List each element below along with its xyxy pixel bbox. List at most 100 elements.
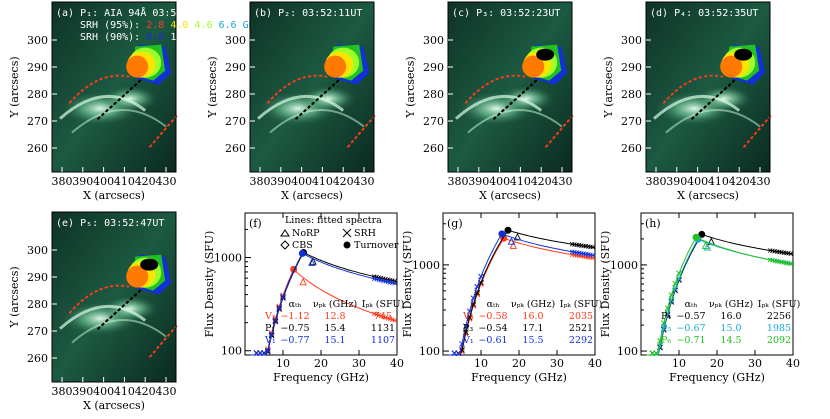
table-header: αₜₕ xyxy=(289,299,302,310)
x-tick-label: 400 xyxy=(291,175,312,188)
table-header: νₚₖ (GHz) xyxy=(313,299,357,310)
x-axis-label: X (arcsecs) xyxy=(83,399,145,412)
x-tick-label: 410 xyxy=(114,385,135,398)
row-peak-flux: 1985 xyxy=(767,323,791,334)
row-peak-frequency: 16.0 xyxy=(522,311,543,322)
row-peak-frequency: 12.8 xyxy=(324,311,345,322)
x-tick-label: 380 xyxy=(448,175,469,188)
y-axis-label: Flux Density (SFU) xyxy=(203,231,216,338)
black-dotted-line xyxy=(97,289,142,330)
x-tick-label: 430 xyxy=(552,175,573,188)
srh-cross xyxy=(280,293,286,300)
y-axis-label: Flux Density (SFU) xyxy=(401,231,414,338)
y-axis-label: Y (arcsecs) xyxy=(602,56,615,118)
row-peak-frequency: 15.4 xyxy=(324,323,345,334)
red-dotted-curve xyxy=(663,74,724,104)
legend-label: SRH xyxy=(354,228,376,239)
bright-loop xyxy=(467,108,563,134)
srh-contour-black xyxy=(734,48,753,61)
red-dotted-curve xyxy=(69,74,130,104)
row-peak-frequency: 15.1 xyxy=(324,335,345,346)
srh-cross xyxy=(466,308,473,315)
x-tick-label: 20 xyxy=(512,357,526,370)
y-tick-label: 290 xyxy=(27,271,48,284)
srh-cross xyxy=(264,347,271,354)
loop-glow xyxy=(100,84,161,113)
legend-cross-icon xyxy=(342,228,352,238)
row-label: V₃ xyxy=(462,311,474,322)
row-alpha: −0.77 xyxy=(280,335,309,346)
spectrum-panel-h: 10 20 30 40 100 1000 Frequency (GHz) Flux Densi… xyxy=(599,212,800,384)
norp-triangle xyxy=(513,232,522,241)
x-tick-label: 400 xyxy=(93,175,114,188)
panel-title: (b) P₂: 03:52:11UT xyxy=(254,8,362,19)
x-tick-label: 30 xyxy=(748,357,762,370)
row-label: P₆ xyxy=(661,335,671,346)
srh-cross xyxy=(474,283,481,290)
x-axis-label: Frequency (GHz) xyxy=(273,371,369,384)
red-dotted-curve xyxy=(743,113,773,148)
y-tick-label: 290 xyxy=(423,61,444,74)
panel-title: (d) P₄: 03:52:35UT xyxy=(650,8,758,19)
row-peak-flux: 745 xyxy=(374,311,392,322)
bright-loop xyxy=(59,304,147,330)
spectrum-panel-f: 10 20 30 40 100 1000 Frequency (GHz) Flux Densi… xyxy=(203,212,405,384)
y-tick-label: 280 xyxy=(621,88,642,101)
row-peak-flux: 2092 xyxy=(767,335,791,346)
turnover-point xyxy=(692,233,700,241)
y-tick-label: 270 xyxy=(27,325,48,338)
row-alpha: −0.54 xyxy=(478,323,507,334)
y-tick-label: 100 xyxy=(419,345,440,358)
row-alpha: −0.61 xyxy=(478,335,507,346)
table-header: Iₚₖ (SFU) xyxy=(362,299,405,310)
x-tick-label: 410 xyxy=(708,175,729,188)
x-tick-label: 390 xyxy=(468,175,489,188)
srh-cross xyxy=(653,350,660,357)
panel-title: (g) xyxy=(447,217,463,230)
y-tick-label: 280 xyxy=(27,298,48,311)
cbs-cross xyxy=(590,244,596,250)
x-axis-label: X (arcsecs) xyxy=(677,189,739,202)
row-alpha: −0.58 xyxy=(478,311,507,322)
y-axis-label: Y (arcsecs) xyxy=(8,266,21,328)
y-tick-label: 260 xyxy=(423,142,444,155)
x-tick-label: 410 xyxy=(510,175,531,188)
panel-frame xyxy=(51,211,177,383)
srh-cross xyxy=(668,292,675,298)
y-tick-label: 300 xyxy=(423,34,444,47)
x-tick-label: 40 xyxy=(390,357,404,370)
srh-cross xyxy=(657,338,663,344)
image-panel-a: 380 390 400 410 420 430 300 290 280 270 260 X (arcs… xyxy=(8,1,261,202)
y-tick-label: 260 xyxy=(27,142,48,155)
loop-glow xyxy=(298,84,359,113)
srh-cross xyxy=(455,350,462,357)
y-tick-label: 270 xyxy=(27,115,48,128)
y-tick-label: 280 xyxy=(225,88,246,101)
y-tick-label: 280 xyxy=(27,88,48,101)
cbs-cross xyxy=(392,280,398,286)
x-tick-label: 40 xyxy=(588,357,602,370)
y-tick-label: 300 xyxy=(621,34,642,47)
norp-triangle xyxy=(507,237,516,245)
black-dotted-line xyxy=(493,79,538,120)
turnover-point xyxy=(698,230,706,238)
table-header: αₜₕ xyxy=(487,299,500,310)
black-dotted-line xyxy=(295,79,340,120)
x-tick-label: 400 xyxy=(489,175,510,188)
x-axis-label: Frequency (GHz) xyxy=(669,371,765,384)
loop-glow xyxy=(694,84,755,113)
row-alpha: −0.67 xyxy=(676,323,705,334)
norp-triangle xyxy=(309,257,317,265)
loop-glow xyxy=(496,84,557,113)
x-tick-label: 420 xyxy=(333,175,354,188)
legend-dot-icon xyxy=(343,241,351,249)
bright-loop xyxy=(455,94,543,120)
y-tick-label: 1000 xyxy=(412,259,440,272)
panel-title: (c) P₃: 03:52:23UT xyxy=(452,8,560,19)
row-peak-flux: 1107 xyxy=(371,335,395,346)
y-tick-label: 100 xyxy=(617,345,638,358)
legend-title: Lines: fitted spectra xyxy=(285,215,382,226)
cbs-cross xyxy=(392,318,398,323)
row-peak-frequency: 15.5 xyxy=(522,335,543,346)
